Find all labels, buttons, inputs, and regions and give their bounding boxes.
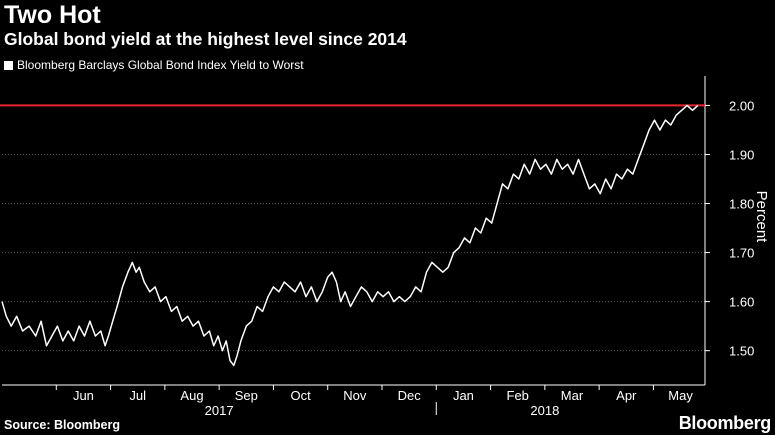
x-tick-label: Aug	[180, 388, 203, 403]
y-tick-label: 1.60	[729, 295, 754, 310]
year-label: 2018	[530, 403, 559, 418]
x-tick-label: Apr	[616, 388, 637, 403]
legend-label: Bloomberg Barclays Global Bond Index Yie…	[17, 58, 304, 72]
chart-title: Two Hot	[4, 1, 101, 29]
x-tick-label: Oct	[290, 388, 311, 403]
year-label: 2017	[205, 403, 234, 418]
series-line	[1, 104, 699, 367]
y-tick-label: 1.50	[729, 344, 754, 359]
x-tick-label: Jun	[73, 388, 94, 403]
x-tick-label: May	[668, 388, 693, 403]
y-tick-label: 1.70	[729, 246, 754, 261]
y-axis-title: Percent	[753, 191, 770, 244]
x-tick-label: Mar	[561, 388, 584, 403]
x-tick-label: Feb	[507, 388, 529, 403]
x-tick-label: Nov	[343, 388, 367, 403]
x-tick-label: Jul	[129, 388, 146, 403]
bloomberg-logo: Bloomberg	[678, 413, 772, 433]
x-tick-label: Sep	[235, 388, 258, 403]
y-tick-label: 1.90	[729, 147, 754, 162]
x-tick-label: Dec	[398, 388, 422, 403]
source-note: Source: Bloomberg	[4, 418, 120, 432]
legend-swatch	[4, 60, 13, 70]
legend: Bloomberg Barclays Global Bond Index Yie…	[4, 58, 304, 72]
y-tick-label: 1.80	[729, 197, 754, 212]
chart-subtitle: Global bond yield at the highest level s…	[4, 29, 407, 49]
x-tick-label: Jan	[453, 388, 474, 403]
y-tick-label: 2.00	[729, 98, 754, 113]
